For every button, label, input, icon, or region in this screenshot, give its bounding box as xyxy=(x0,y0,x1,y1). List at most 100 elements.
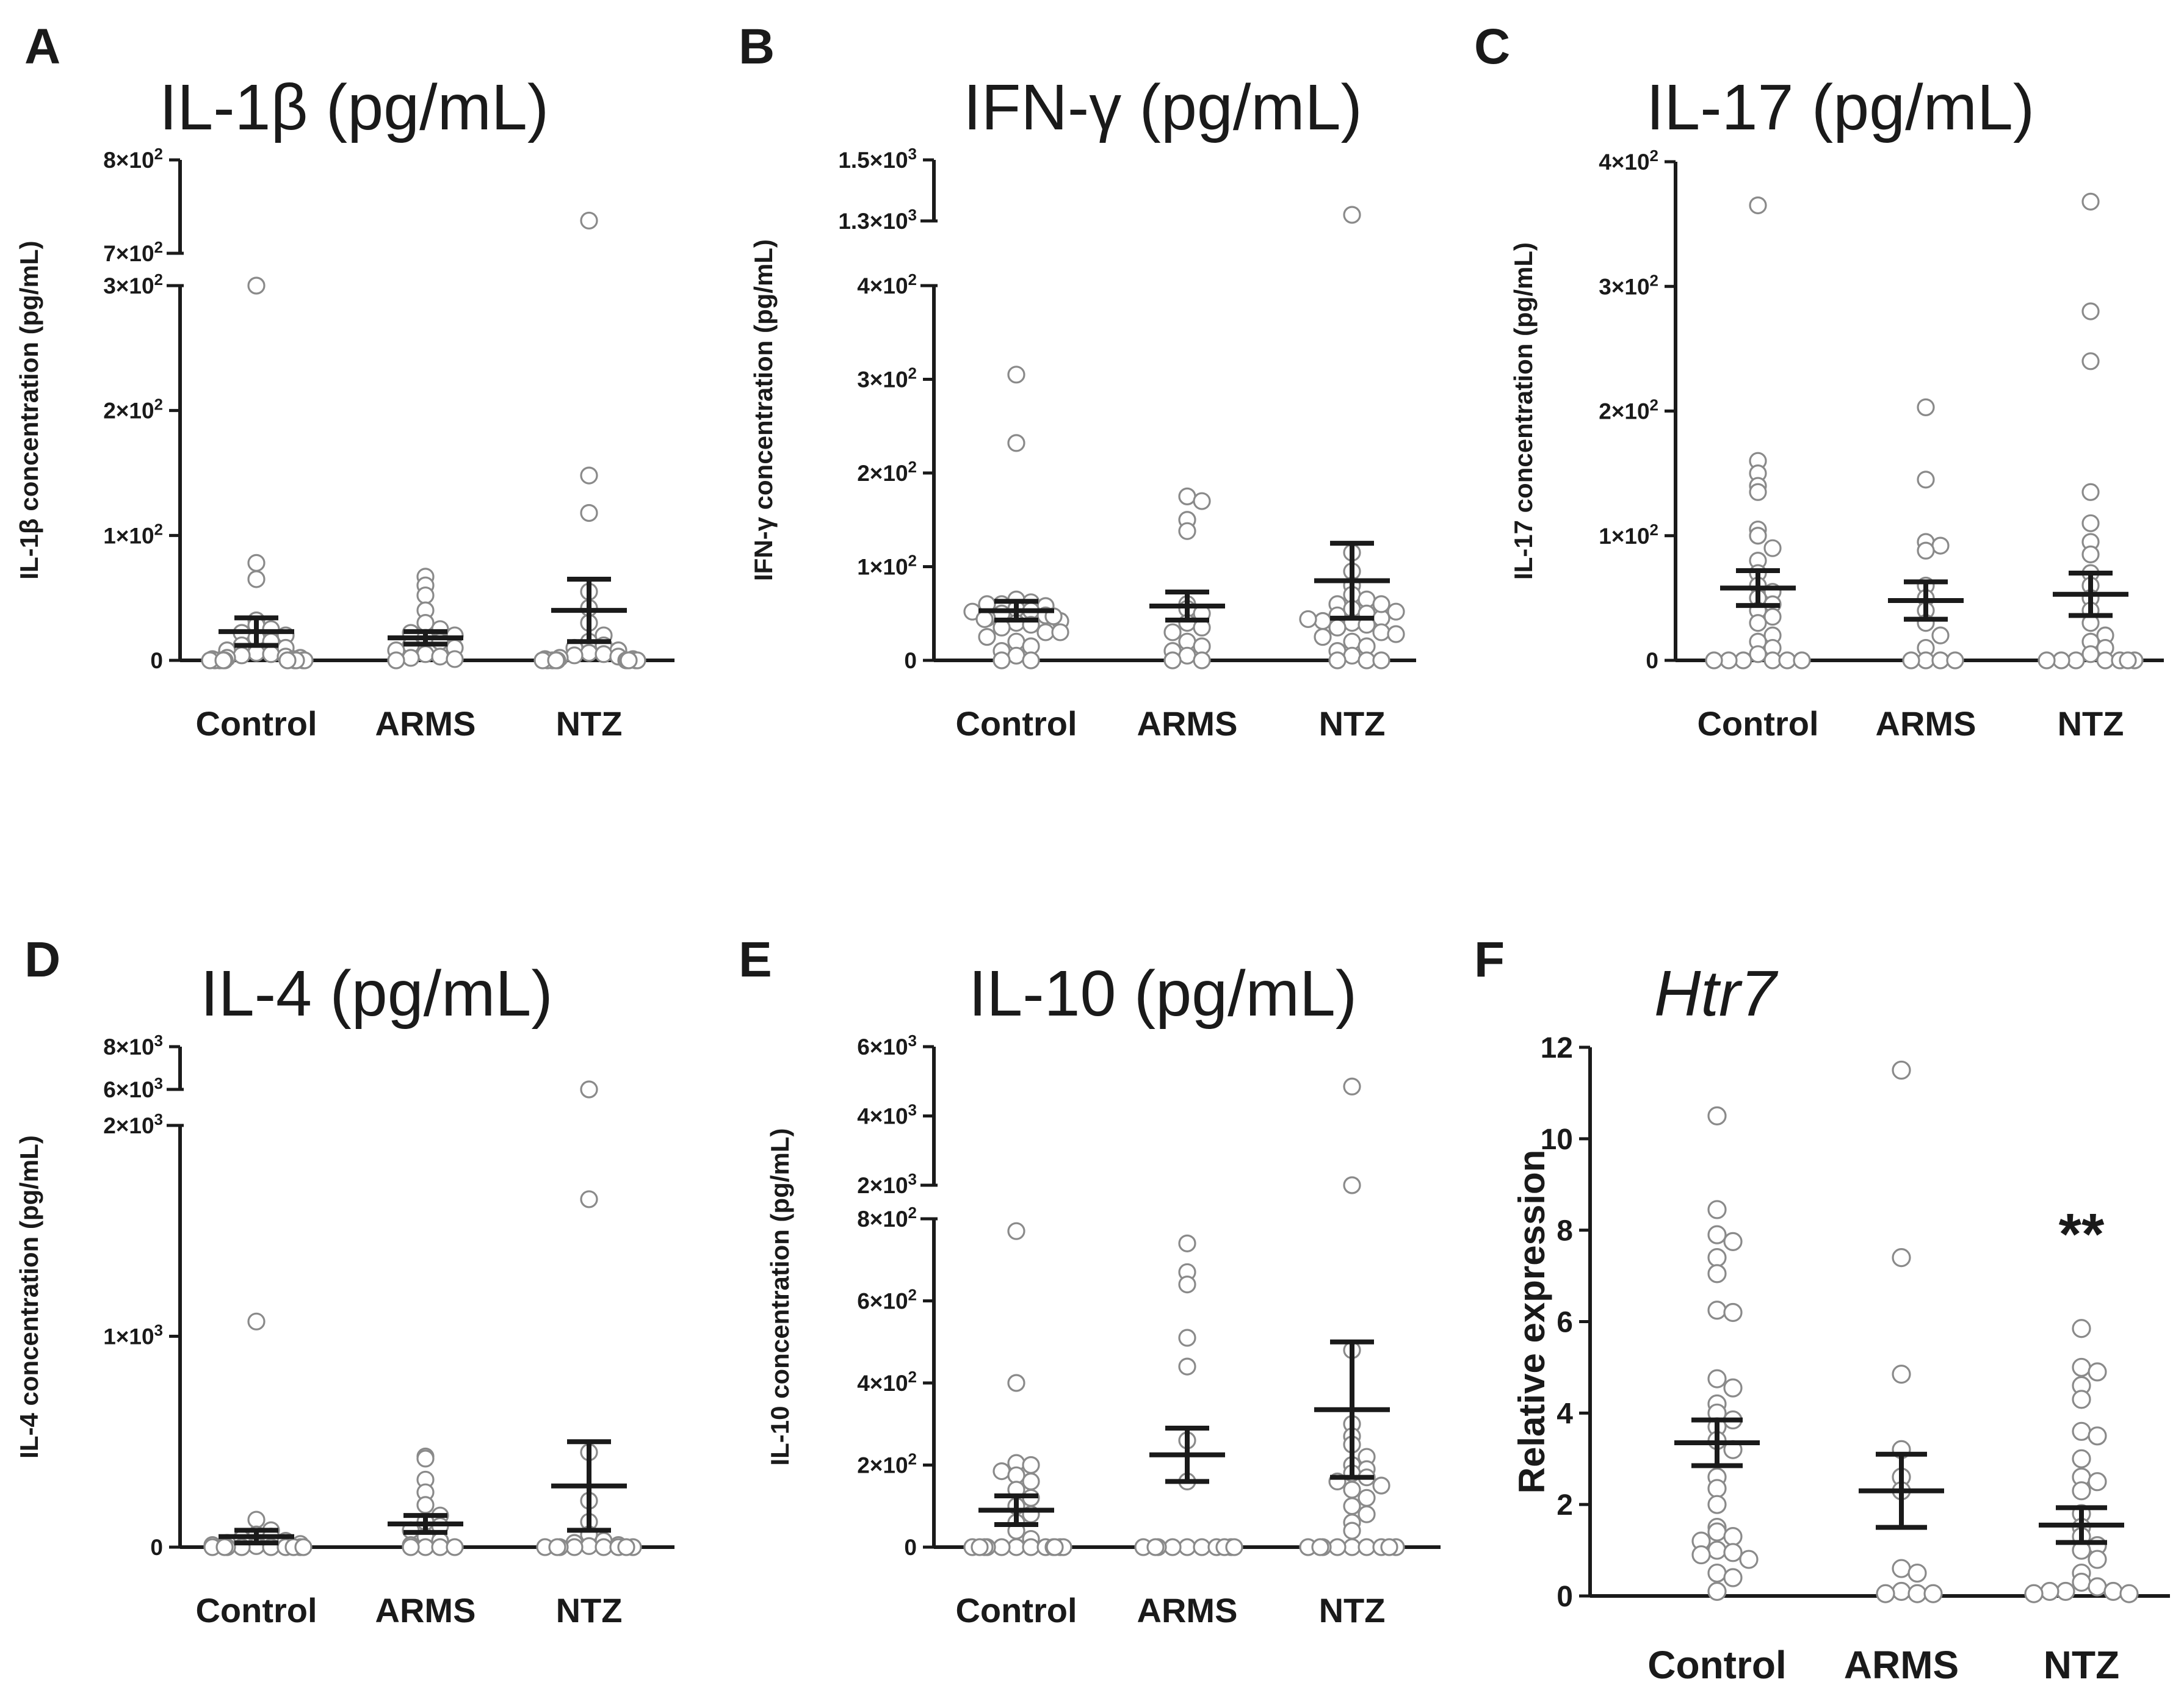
data-point xyxy=(1163,623,1182,641)
x-tick-label: Control xyxy=(955,1591,1077,1630)
data-point xyxy=(233,646,251,665)
data-point xyxy=(1036,623,1055,641)
y-tick-label: 2×102 xyxy=(857,1450,917,1478)
data-point xyxy=(2040,1581,2059,1601)
data-point xyxy=(1917,398,1935,416)
data-point xyxy=(1343,1497,1361,1515)
data-point xyxy=(2081,545,2100,563)
data-point xyxy=(1372,623,1390,641)
y-tick-label: 2×102 xyxy=(103,395,163,424)
panel-title: IL-17 (pg/mL) xyxy=(1646,71,2034,143)
data-point xyxy=(1046,1538,1064,1556)
x-tick-label: NTZ xyxy=(2058,704,2124,743)
data-point xyxy=(1387,625,1405,643)
data-point xyxy=(1380,1538,1398,1556)
data-point xyxy=(2072,1319,2091,1338)
panel-title: Htr7 xyxy=(1654,958,1779,1030)
data-point xyxy=(1723,1543,1743,1562)
panel-letter-e: E xyxy=(739,932,772,987)
data-point xyxy=(1723,1232,1743,1251)
data-point xyxy=(416,1496,435,1514)
y-tick-label: 10 xyxy=(1541,1124,1573,1156)
data-point xyxy=(580,211,598,230)
x-tick-label: ARMS xyxy=(375,1591,476,1630)
panel-a: A IL-1β (pg/mL) 0 1×102 2×102 3×102 7×102 8×1… xyxy=(15,19,674,743)
data-point xyxy=(2096,651,2114,670)
data-point xyxy=(580,1080,598,1099)
data-point xyxy=(247,554,266,572)
data-point xyxy=(402,1538,420,1556)
data-point xyxy=(247,1511,266,1529)
data-point xyxy=(416,1538,435,1556)
data-point xyxy=(1707,1581,1727,1601)
data-point xyxy=(1876,1584,1895,1603)
data-point xyxy=(1707,1495,1727,1514)
data-point xyxy=(431,648,449,666)
data-point xyxy=(1358,1505,1376,1523)
data-point xyxy=(1358,651,1376,670)
data-point xyxy=(446,1538,464,1556)
data-point xyxy=(1022,651,1040,670)
y-tick-label: 6 xyxy=(1557,1307,1573,1339)
data-point xyxy=(580,466,598,485)
data-point xyxy=(2072,1481,2091,1501)
data-point xyxy=(2088,1550,2107,1569)
data-point xyxy=(1387,602,1405,621)
data-point xyxy=(565,646,584,665)
y-tick-label: 6×103 xyxy=(857,1031,917,1059)
data-point xyxy=(2081,514,2100,532)
data-point xyxy=(2081,302,2100,320)
x-tick-label: Control xyxy=(955,704,1077,743)
data-point xyxy=(1931,626,1950,644)
data-point xyxy=(2088,1426,2107,1446)
data-point xyxy=(1328,1538,1347,1556)
data-point xyxy=(580,504,598,522)
data-point xyxy=(278,651,297,670)
data-point xyxy=(1719,651,1738,670)
data-point xyxy=(1007,434,1025,452)
data-point xyxy=(2081,483,2100,501)
data-point xyxy=(993,1462,1011,1481)
x-tick-label: Control xyxy=(195,1591,317,1630)
data-point xyxy=(1707,1301,1727,1320)
y-tick-label: 0 xyxy=(1646,648,1658,673)
data-point xyxy=(1178,646,1196,665)
y-tick-label: 4×103 xyxy=(857,1101,917,1129)
data-point xyxy=(1749,527,1767,545)
data-point xyxy=(1178,1538,1196,1556)
data-point xyxy=(975,610,994,629)
data-point xyxy=(1749,483,1767,501)
data-point xyxy=(1892,1060,1911,1080)
y-axis-label: IL-10 concentration (pg/mL) xyxy=(765,1128,794,1465)
data-point xyxy=(387,651,405,670)
data-point xyxy=(1007,1374,1025,1392)
data-point xyxy=(2081,192,2100,211)
data-point xyxy=(1372,1476,1390,1495)
x-tick-label: ARMS xyxy=(1876,704,1976,743)
data-point xyxy=(1931,536,1950,555)
x-tick-label: Control xyxy=(1647,1643,1787,1687)
data-point xyxy=(2088,1472,2107,1492)
data-point xyxy=(2024,1584,2044,1603)
x-tick-label: ARMS xyxy=(1844,1643,1959,1687)
data-point xyxy=(1707,1200,1727,1219)
data-point xyxy=(595,1538,613,1556)
data-point xyxy=(2038,651,2056,670)
data-point xyxy=(595,645,613,663)
data-point xyxy=(431,1538,449,1556)
y-axis-label: IL-1β concentration (pg/mL) xyxy=(15,240,43,579)
x-tick-label: NTZ xyxy=(2044,1643,2119,1687)
data-point xyxy=(416,613,435,632)
data-point xyxy=(1343,1522,1361,1540)
data-point xyxy=(1007,1222,1025,1240)
data-point xyxy=(2103,1581,2123,1601)
data-point xyxy=(1311,1538,1329,1556)
y-tick-label: 1.5×103 xyxy=(838,145,917,173)
x-tick-label: NTZ xyxy=(1319,704,1386,743)
y-tick-label: 1×102 xyxy=(857,552,917,580)
data-point xyxy=(2052,651,2070,670)
data-point xyxy=(1178,1329,1196,1347)
x-tick-label: ARMS xyxy=(1137,704,1238,743)
data-point xyxy=(1707,1264,1727,1283)
